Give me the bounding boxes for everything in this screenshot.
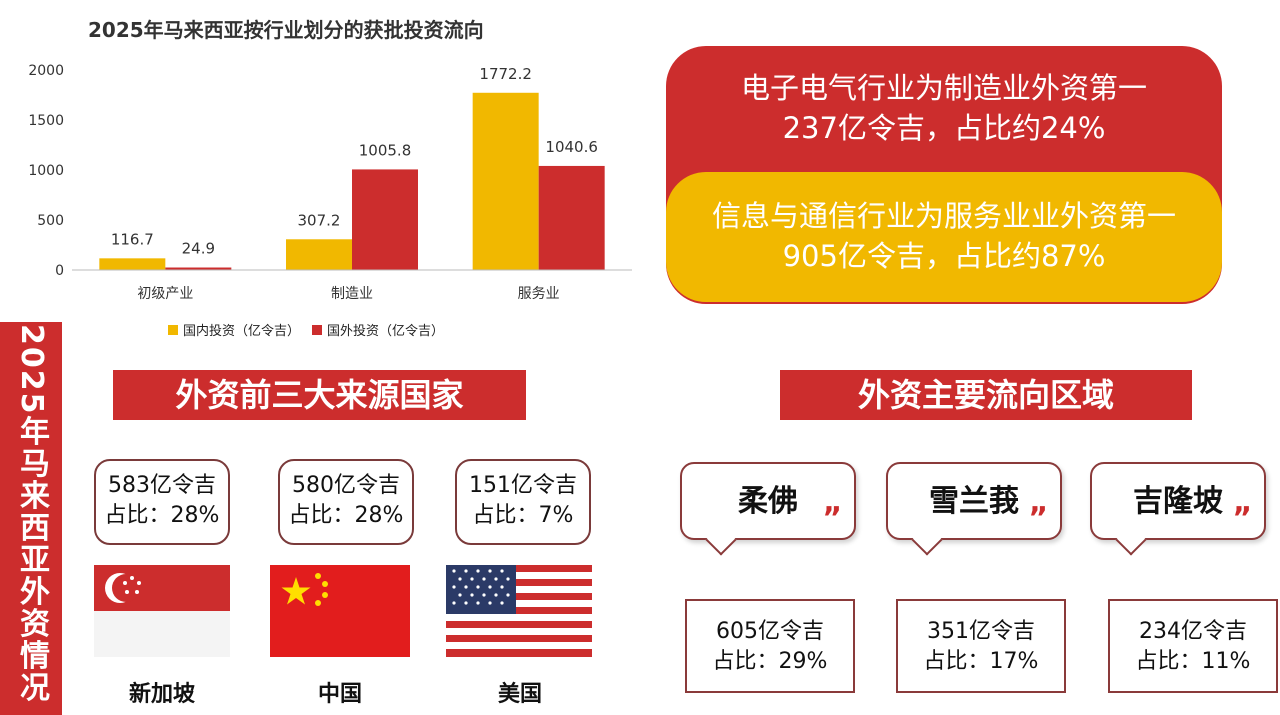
legend-item-domestic: 国内投资（亿令吉） — [168, 320, 300, 339]
source-share: 占比：28% — [104, 503, 220, 528]
source-amount: 583亿令吉 — [108, 473, 216, 498]
bar-group — [99, 92, 605, 270]
bar-value-label: 1772.2 — [479, 65, 532, 83]
bar-value-label: 1005.8 — [359, 141, 412, 159]
bar-value-label: 24.9 — [182, 240, 215, 258]
country-name-china: 中国 — [317, 682, 362, 707]
value-label-group: 116.7 24.9 307.2 1005.8 1772.2 1040.6 — [111, 65, 598, 258]
region-name: 柔佛 — [738, 484, 798, 519]
legend-swatch-domestic — [168, 324, 178, 335]
region-bubble-selangor: 雪兰莪 ” — [886, 462, 1062, 556]
bubble-tail — [911, 524, 943, 556]
bar-value-label: 1040.6 — [545, 138, 598, 156]
y-axis-ticks: 0 500 1000 1500 2000 — [28, 63, 64, 279]
source-stat-card-china: 580亿令吉 占比：28% — [278, 459, 414, 545]
singapore-flag-icon — [94, 565, 230, 657]
x-tick-label: 初级产业 — [137, 285, 193, 302]
bubble-tail — [1115, 524, 1147, 556]
source-stat-card-usa: 151亿令吉 占比：7% — [455, 459, 591, 545]
services-callout-line2: 905亿令吉，占比约87% — [782, 239, 1106, 273]
country-name-singapore: 新加坡 — [128, 682, 195, 707]
y-tick-label: 2000 — [28, 63, 64, 79]
legend-label-domestic: 国内投资（亿令吉） — [183, 324, 301, 339]
source-share: 占比：7% — [472, 503, 574, 528]
region-amount: 234亿令吉 — [1139, 619, 1247, 644]
region-share: 占比：11% — [1135, 649, 1251, 674]
region-share: 占比：17% — [923, 649, 1039, 674]
china-flag-icon — [270, 565, 410, 657]
bar — [286, 239, 352, 270]
region-bubble-kuala-lumpur: 吉隆坡 ” — [1090, 462, 1266, 556]
region-name: 雪兰莪 — [929, 484, 1019, 519]
services-callout: 信息与通信行业为服务业业外资第一 905亿令吉，占比约87% — [666, 172, 1222, 302]
services-callout-line1: 信息与通信行业为服务业业外资第一 — [711, 199, 1176, 233]
quote-mark-icon: ” — [822, 501, 842, 536]
sources-section-title: 外资前三大来源国家 — [113, 370, 526, 420]
bar-chart: 0 500 1000 1500 2000 116.7 24.9 307.2 1005.8 177… — [28, 63, 632, 302]
y-tick-label: 1500 — [28, 113, 64, 129]
usa-flag-icon — [446, 565, 592, 657]
source-amount: 151亿令吉 — [469, 473, 577, 498]
source-stat-card-singapore: 583亿令吉 占比：28% — [94, 459, 230, 545]
region-amount: 605亿令吉 — [716, 619, 824, 644]
bubble-tail — [705, 524, 737, 556]
x-tick-label: 制造业 — [331, 286, 373, 302]
regions-section-title: 外资主要流向区域 — [780, 370, 1192, 420]
side-banner-text: 2025年马来西亚外资情况 — [14, 324, 49, 704]
legend-item-foreign: 国外投资（亿令吉） — [312, 320, 444, 339]
quote-mark-icon: ” — [1232, 501, 1252, 536]
legend-swatch-foreign — [312, 324, 323, 335]
bar — [472, 92, 539, 270]
legend-label-foreign: 国外投资（亿令吉） — [327, 324, 445, 339]
region-stat-selangor: 351亿令吉 占比：17% — [896, 599, 1066, 693]
source-share: 占比：28% — [288, 503, 404, 528]
bar — [99, 258, 166, 270]
quote-mark-icon: ” — [1028, 501, 1048, 536]
bar — [538, 165, 605, 270]
bar — [165, 267, 232, 270]
region-share: 占比：29% — [712, 649, 828, 674]
region-stat-johor: 605亿令吉 占比：29% — [685, 599, 855, 693]
x-axis-ticks: 初级产业 制造业 服务业 — [137, 285, 559, 302]
chart-legend: 国内投资（亿令吉） 国外投资（亿令吉） — [168, 320, 456, 339]
y-tick-label: 0 — [55, 263, 64, 279]
region-amount: 351亿令吉 — [927, 619, 1035, 644]
x-tick-label: 服务业 — [518, 286, 560, 302]
region-stat-kuala-lumpur: 234亿令吉 占比：11% — [1108, 599, 1278, 693]
region-bubble-johor: 柔佛 ” — [680, 462, 856, 556]
bar-value-label: 307.2 — [298, 211, 341, 229]
chart-title: 2025年马来西亚按行业划分的获批投资流向 — [88, 18, 484, 42]
region-name: 吉隆坡 — [1133, 484, 1223, 519]
manufacturing-callout-line1: 电子电气行业为制造业外资第一 — [740, 71, 1147, 105]
y-tick-label: 500 — [37, 213, 64, 229]
source-amount: 580亿令吉 — [292, 473, 400, 498]
manufacturing-callout-line2: 237亿令吉，占比约24% — [782, 111, 1106, 145]
side-banner: 2025年马来西亚外资情况 — [0, 322, 62, 715]
y-tick-label: 1000 — [28, 163, 64, 179]
bar — [352, 169, 418, 270]
country-name-usa: 美国 — [497, 682, 542, 707]
bar-value-label: 116.7 — [111, 230, 154, 248]
